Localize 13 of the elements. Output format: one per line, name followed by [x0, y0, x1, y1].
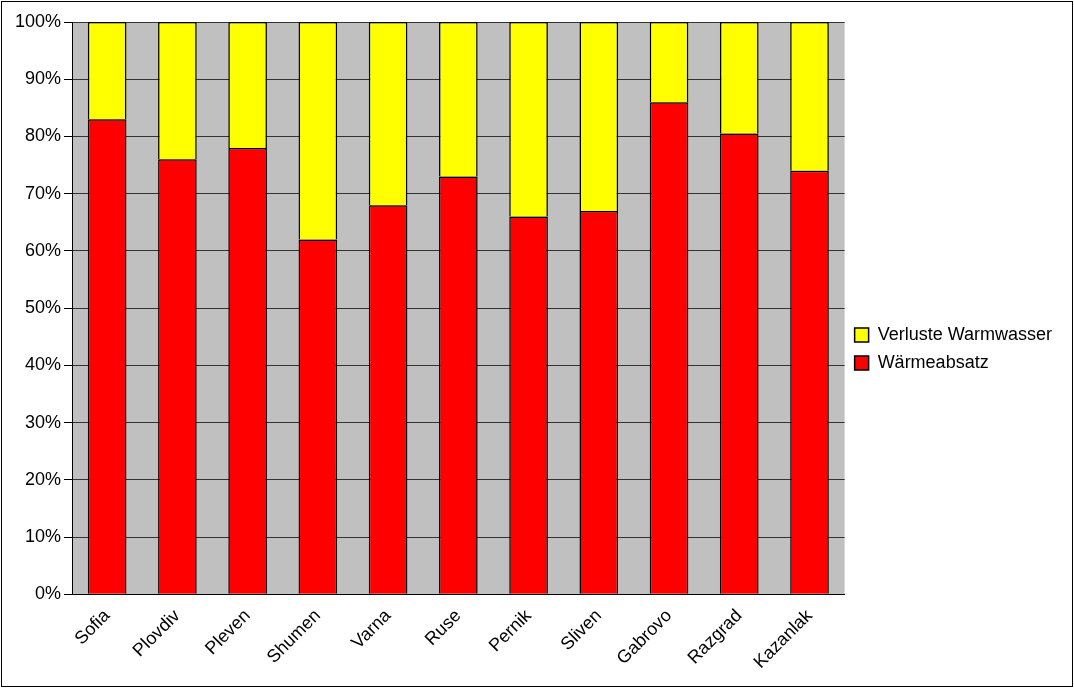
y-tick-label: 50% — [25, 297, 62, 318]
y-tick-label: 100% — [14, 10, 62, 31]
y-tick-label: 70% — [25, 182, 62, 203]
y-tick-label: 80% — [25, 125, 62, 146]
y-tick-label: 40% — [25, 354, 62, 375]
legend-label: Wärmeabsatz — [877, 351, 989, 372]
y-tick-label: 0% — [35, 583, 62, 604]
y-tick-label: 30% — [25, 411, 62, 432]
y-tick-label: 10% — [25, 526, 62, 547]
legend-label: Verluste Warmwasser — [877, 323, 1053, 344]
y-tick-label: 90% — [25, 68, 62, 89]
y-tick-label: 60% — [25, 239, 62, 260]
y-tick-label: 20% — [25, 468, 62, 489]
